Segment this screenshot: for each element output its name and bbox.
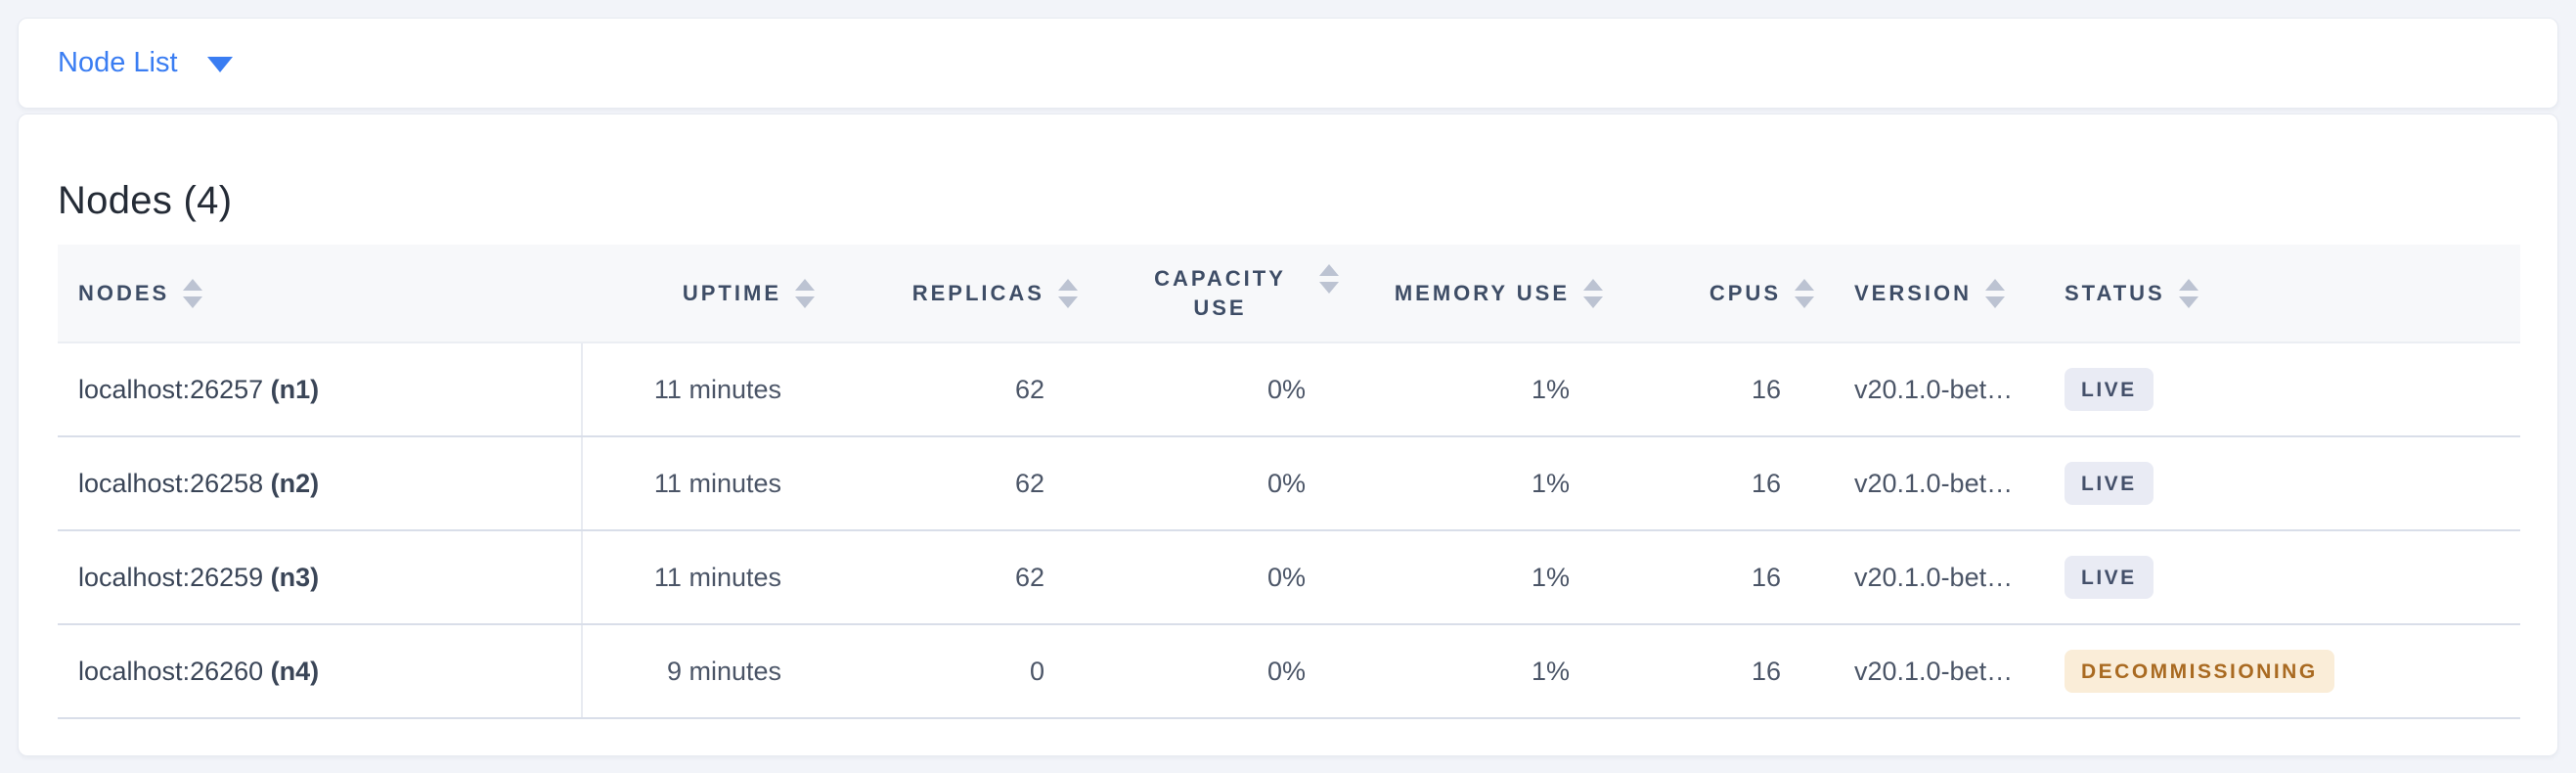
- node-id: (n1): [270, 374, 320, 404]
- node-address-link[interactable]: localhost:26257 (n1): [78, 374, 320, 404]
- sort-icon: [1319, 263, 1339, 294]
- nodes-table-body: localhost:26257 (n1) 11 minutes 62 0% 1% 16 v2…: [58, 342, 2520, 719]
- version-cell: v20.1.0-bet…: [1824, 342, 2054, 437]
- column-header-label: CAPACITY USE: [1154, 265, 1286, 320]
- column-header-label: REPLICAS: [911, 280, 1044, 305]
- column-header-cpus[interactable]: CPUS: [1613, 245, 1824, 343]
- column-header-label: STATUS: [2065, 280, 2165, 305]
- node-address-cell: localhost:26257 (n1): [58, 342, 583, 437]
- cpus-cell: 16: [1613, 342, 1824, 437]
- table-row: localhost:26259 (n3) 11 minutes 62 0% 1% 16 v2…: [58, 530, 2520, 625]
- column-header-nodes[interactable]: NODES: [58, 245, 582, 343]
- node-address-link[interactable]: localhost:26260 (n4): [78, 656, 320, 686]
- status-badge: LIVE: [2065, 367, 2154, 412]
- table-row: localhost:26260 (n4) 9 minutes 0 0% 1% 16 v20.…: [58, 624, 2520, 719]
- version-cell: v20.1.0-bet…: [1824, 436, 2054, 531]
- node-address-cell: localhost:26260 (n4): [58, 624, 583, 719]
- status-badge: LIVE: [2065, 555, 2154, 600]
- view-dropdown-label: Node List: [58, 47, 178, 78]
- status-cell: LIVE: [2054, 530, 2520, 625]
- nodes-table: NODES UPTIME REPLICAS: [58, 245, 2520, 719]
- version-cell: v20.1.0-bet…: [1824, 624, 2054, 719]
- memory-use-cell: 1%: [1349, 530, 1613, 625]
- table-header-row: NODES UPTIME REPLICAS: [58, 245, 2520, 343]
- node-id: (n3): [270, 562, 320, 592]
- column-header-label: UPTIME: [682, 280, 781, 305]
- replicas-cell: 62: [824, 530, 1088, 625]
- column-header-status[interactable]: STATUS: [2054, 245, 2520, 343]
- page-title: Nodes (4): [58, 179, 233, 222]
- memory-use-cell: 1%: [1349, 624, 1613, 719]
- node-address-cell: localhost:26258 (n2): [58, 436, 583, 531]
- sort-icon: [183, 278, 203, 308]
- node-address-cell: localhost:26259 (n3): [58, 530, 583, 625]
- memory-use-cell: 1%: [1349, 436, 1613, 531]
- node-id: (n4): [270, 656, 320, 686]
- sort-icon: [795, 278, 815, 308]
- status-cell: DECOMMISSIONING: [2054, 624, 2520, 719]
- view-selector-bar: Node List: [18, 18, 2558, 109]
- replicas-cell: 62: [824, 342, 1088, 437]
- view-dropdown[interactable]: Node List: [58, 49, 233, 77]
- status-cell: LIVE: [2054, 436, 2520, 531]
- nodes-panel: Nodes (4) NODES UPTIM: [18, 114, 2558, 756]
- table-row: localhost:26258 (n2) 11 minutes 62 0% 1% 16 v2…: [58, 436, 2520, 531]
- cpus-cell: 16: [1613, 436, 1824, 531]
- uptime-cell: 9 minutes: [582, 624, 824, 719]
- node-address-link[interactable]: localhost:26259 (n3): [78, 562, 320, 592]
- sort-icon: [2178, 278, 2198, 308]
- column-header-label: NODES: [78, 280, 170, 305]
- sort-icon: [1985, 278, 2006, 308]
- column-header-memory-use[interactable]: MEMORY USE: [1349, 245, 1613, 343]
- version-cell: v20.1.0-bet…: [1824, 530, 2054, 625]
- column-header-label: VERSION: [1854, 280, 1973, 305]
- replicas-cell: 62: [824, 436, 1088, 531]
- cpus-cell: 16: [1613, 530, 1824, 625]
- cpus-cell: 16: [1613, 624, 1824, 719]
- column-header-uptime[interactable]: UPTIME: [582, 245, 824, 343]
- sort-icon: [1583, 278, 1603, 308]
- replicas-cell: 0: [824, 624, 1088, 719]
- column-header-replicas[interactable]: REPLICAS: [824, 245, 1088, 343]
- caret-down-icon: [206, 57, 233, 72]
- column-header-capacity-use[interactable]: CAPACITY USE: [1088, 245, 1349, 343]
- table-row: localhost:26257 (n1) 11 minutes 62 0% 1% 16 v2…: [58, 342, 2520, 437]
- capacity-use-cell: 0%: [1088, 624, 1349, 719]
- node-address-link[interactable]: localhost:26258 (n2): [78, 468, 320, 498]
- column-header-version[interactable]: VERSION: [1824, 245, 2054, 343]
- status-cell: LIVE: [2054, 342, 2520, 437]
- capacity-use-cell: 0%: [1088, 342, 1349, 437]
- memory-use-cell: 1%: [1349, 342, 1613, 437]
- capacity-use-cell: 0%: [1088, 530, 1349, 625]
- uptime-cell: 11 minutes: [582, 530, 824, 625]
- uptime-cell: 11 minutes: [582, 436, 824, 531]
- status-badge: LIVE: [2065, 461, 2154, 506]
- node-id: (n2): [270, 468, 320, 498]
- column-header-label: CPUS: [1709, 280, 1781, 305]
- uptime-cell: 11 minutes: [582, 342, 824, 437]
- column-header-label: MEMORY USE: [1394, 280, 1570, 305]
- status-badge: DECOMMISSIONING: [2065, 649, 2334, 694]
- sort-icon: [1795, 278, 1814, 308]
- sort-icon: [1058, 278, 1078, 308]
- capacity-use-cell: 0%: [1088, 436, 1349, 531]
